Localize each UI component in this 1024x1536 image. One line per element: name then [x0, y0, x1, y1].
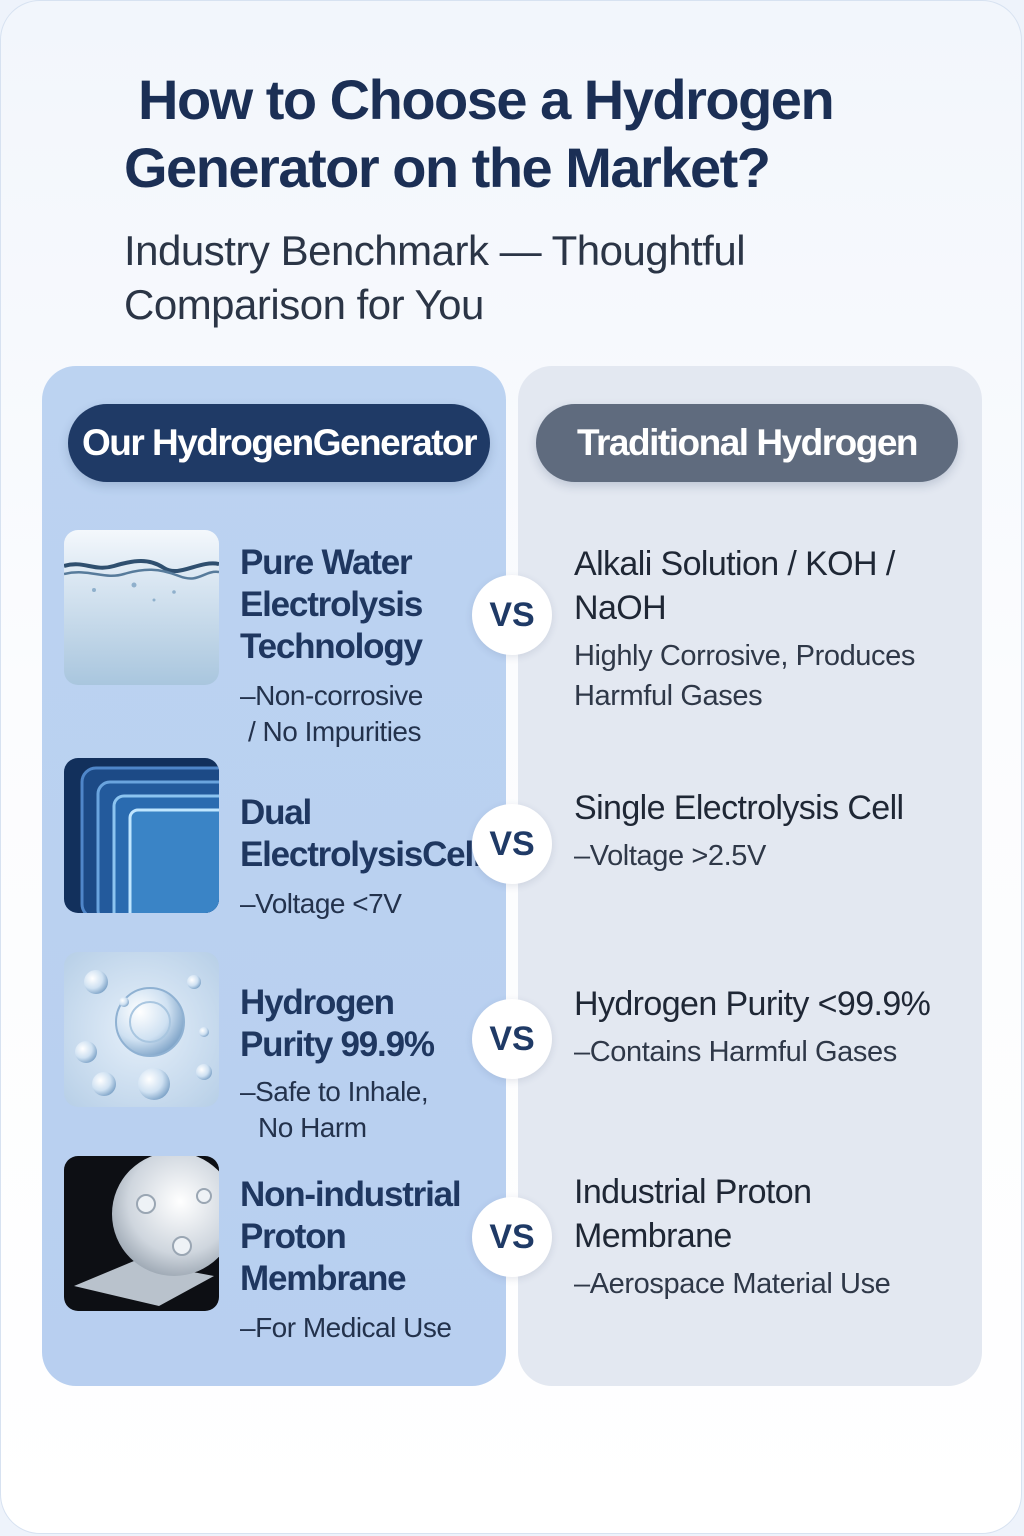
water-surface-icon	[64, 530, 219, 685]
row-1-theirs-title: Alkali Solution / KOH / NaOH	[574, 545, 895, 627]
vs-badge-4: VS	[472, 1197, 552, 1277]
row-4-theirs-desc: –Aerospace Material Use	[574, 1268, 891, 1300]
row-3-ours-desc: –Safe to Inhale, No Harm	[240, 1074, 486, 1146]
our-generator-header: Our HydrogenGenerator	[68, 404, 490, 482]
row-2-theirs: Single Electrolysis Cell –Voltage >2.5V	[574, 786, 954, 876]
row-4-theirs: Industrial Proton Membrane –Aerospace Ma…	[574, 1170, 954, 1304]
row-3-ours-desc-line-2: No Harm	[258, 1112, 367, 1143]
row-1-ours-desc-line-1: –Non-corrosive	[240, 680, 423, 711]
title-line-2: Generator on the Market?	[124, 136, 771, 199]
vs-badge-3: VS	[472, 999, 552, 1079]
row-1-ours-desc: –Non-corrosive / No Impurities	[240, 678, 486, 750]
row-1-theirs-desc: Highly Corrosive, Produces Harmful Gases	[574, 640, 915, 712]
row-1-ours-title: Pure Water Electrolysis Technology	[240, 543, 423, 666]
vs-badge-2: VS	[472, 804, 552, 884]
row-2-ours-desc: –Voltage <7V	[240, 886, 486, 922]
row-4-theirs-title: Industrial Proton Membrane	[574, 1173, 812, 1255]
proton-membrane-icon	[64, 1156, 219, 1311]
bubbles-icon	[64, 952, 219, 1107]
row-4-ours: Non-industrial Proton Membrane –For Medi…	[240, 1174, 486, 1346]
row-4-ours-desc: –For Medical Use	[240, 1310, 486, 1346]
row-4-ours-desc-line-1: –For Medical Use	[240, 1312, 452, 1343]
subtitle-line-1: Industry Benchmark — Thoughtful	[124, 227, 746, 274]
row-3-theirs-title: Hydrogen Purity <99.9%	[574, 985, 931, 1023]
row-3-ours-title: Hydrogen Purity 99.9%	[240, 983, 435, 1064]
vs-badge-1: VS	[472, 575, 552, 655]
row-2-ours: Dual ElectrolysisCell –Voltage <7V	[240, 792, 486, 922]
row-1-ours: Pure Water Electrolysis Technology –Non-…	[240, 542, 486, 750]
row-3-theirs: Hydrogen Purity <99.9% –Contains Harmful…	[574, 982, 954, 1072]
row-2-theirs-desc: –Voltage >2.5V	[574, 840, 766, 872]
page-title: How to Choose a Hydrogen Generator on th…	[124, 66, 924, 202]
row-3-ours-desc-line-1: –Safe to Inhale,	[240, 1076, 429, 1107]
row-3-theirs-desc: –Contains Harmful Gases	[574, 1036, 897, 1068]
page-subtitle: Industry Benchmark — Thoughtful Comparis…	[124, 224, 904, 332]
traditional-header: Traditional Hydrogen	[536, 404, 958, 482]
row-2-theirs-title: Single Electrolysis Cell	[574, 789, 904, 827]
row-1-ours-desc-line-2: / No Impurities	[248, 716, 422, 747]
subtitle-line-2: Comparison for You	[124, 281, 484, 328]
row-2-ours-desc-line-1: –Voltage <7V	[240, 888, 402, 919]
row-2-ours-title: Dual ElectrolysisCell	[240, 793, 483, 874]
row-1-theirs: Alkali Solution / KOH / NaOH Highly Corr…	[574, 542, 954, 716]
electrolysis-cell-icon	[64, 758, 219, 913]
title-line-1: How to Choose a Hydrogen	[138, 68, 835, 131]
row-3-ours: Hydrogen Purity 99.9% –Safe to Inhale, N…	[240, 982, 486, 1146]
traditional-panel	[518, 366, 982, 1386]
row-4-ours-title: Non-industrial Proton Membrane	[240, 1175, 462, 1298]
